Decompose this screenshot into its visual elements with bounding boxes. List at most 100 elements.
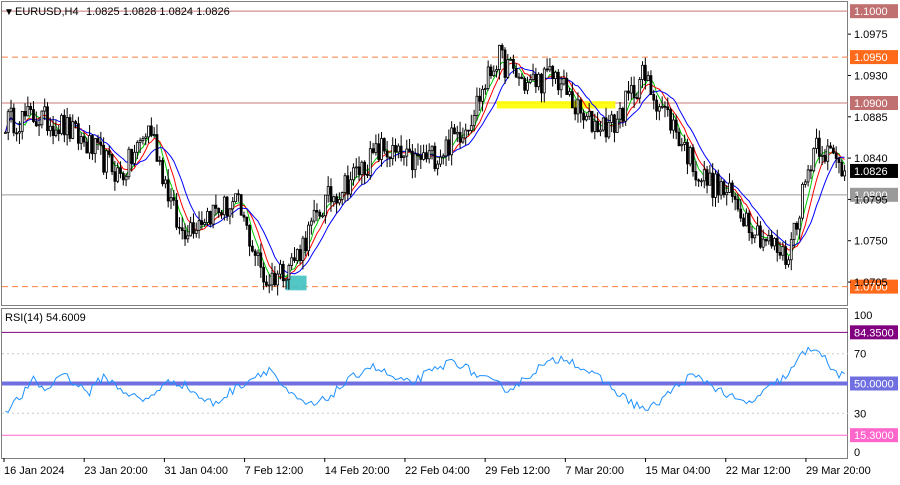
candle-body (537, 73, 541, 88)
candle (32, 101, 35, 124)
candle (500, 43, 504, 59)
candle-body (135, 142, 139, 153)
candle-body (57, 129, 61, 135)
candle-body (444, 139, 448, 157)
candle-body (613, 114, 616, 133)
candle (643, 57, 647, 90)
candle (697, 178, 701, 187)
candle-body (166, 179, 170, 202)
candle-body (579, 99, 583, 114)
candle (554, 70, 557, 84)
candle-body (680, 144, 684, 147)
candle (708, 165, 712, 186)
candle-body (228, 208, 232, 217)
candle (453, 123, 456, 135)
candle (455, 125, 459, 142)
candle (402, 154, 406, 166)
candle-body (102, 144, 106, 173)
y-tick-label: 1.0930 (854, 70, 888, 82)
candle (23, 103, 27, 121)
candle (68, 114, 72, 142)
candle (225, 195, 229, 221)
candle (565, 72, 569, 95)
candle (228, 207, 232, 225)
candle (99, 131, 103, 155)
candle (596, 112, 599, 133)
candle-body (65, 117, 69, 136)
candle (534, 67, 538, 93)
candle-body (739, 208, 743, 219)
x-tick-label: 22 Mar 12:00 (726, 465, 791, 477)
candle-body (110, 154, 114, 173)
candle-body (655, 99, 658, 112)
candle (413, 148, 417, 178)
candle-body (360, 161, 364, 176)
candle (739, 199, 743, 222)
candle-body (455, 131, 459, 135)
candle-body (43, 106, 47, 112)
candle (96, 134, 100, 150)
candle-body (169, 197, 173, 202)
candle (18, 121, 21, 144)
candle (520, 73, 524, 80)
candle (175, 192, 178, 231)
candle-body (189, 222, 193, 237)
candle-body (368, 148, 372, 176)
candle (826, 139, 830, 171)
candle-body (234, 193, 237, 202)
candle (559, 76, 563, 98)
header-triangle-icon[interactable]: ▼ (4, 7, 14, 18)
candle-body (85, 141, 89, 154)
candle-body (523, 78, 527, 91)
candle (304, 231, 308, 257)
candle (613, 113, 616, 143)
candle (91, 134, 94, 160)
candle-body (366, 173, 369, 176)
candle (450, 121, 454, 166)
candle (660, 96, 664, 110)
candle (273, 266, 277, 287)
candle-body (834, 152, 838, 159)
candle (548, 58, 552, 73)
candle (357, 156, 361, 181)
candle-body (60, 114, 63, 135)
candle (200, 211, 204, 230)
candle (307, 221, 310, 257)
candle (135, 140, 139, 160)
candle (141, 135, 145, 145)
candle-body (503, 49, 507, 78)
candle (262, 262, 265, 290)
candle-body (843, 170, 846, 177)
candle-body (464, 129, 468, 139)
candle-body (629, 85, 633, 94)
candle-body (352, 167, 355, 181)
candle (773, 237, 776, 251)
candle (12, 103, 16, 137)
candle-body (472, 115, 476, 127)
candle-body (20, 110, 24, 132)
candle (590, 110, 594, 134)
candle (338, 192, 341, 206)
candle (239, 193, 243, 216)
candle (194, 222, 198, 238)
candle-body (697, 179, 701, 182)
candle-body (562, 78, 566, 85)
candle-body (133, 151, 136, 164)
candle-body (304, 237, 308, 252)
candle-body (340, 192, 344, 200)
candle (335, 193, 338, 213)
candle (439, 149, 442, 167)
candle-body (570, 91, 574, 109)
candle (719, 177, 723, 200)
candle (169, 188, 173, 210)
candle (798, 215, 802, 240)
candle-body (467, 129, 470, 132)
candle-body (753, 234, 757, 239)
candle-body (346, 175, 350, 195)
candle-body (51, 125, 55, 136)
candle-body (534, 73, 538, 88)
candle-body (290, 257, 294, 266)
candle (475, 87, 479, 121)
candle-body (405, 148, 409, 157)
candle (486, 60, 490, 91)
